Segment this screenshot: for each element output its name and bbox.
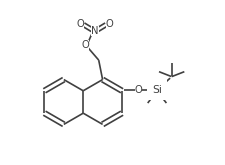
Text: O: O [135, 85, 142, 95]
Text: O: O [81, 40, 89, 50]
Text: Si: Si [152, 85, 162, 95]
Text: O: O [76, 19, 84, 29]
Text: O: O [106, 19, 113, 29]
Text: N: N [91, 26, 99, 36]
